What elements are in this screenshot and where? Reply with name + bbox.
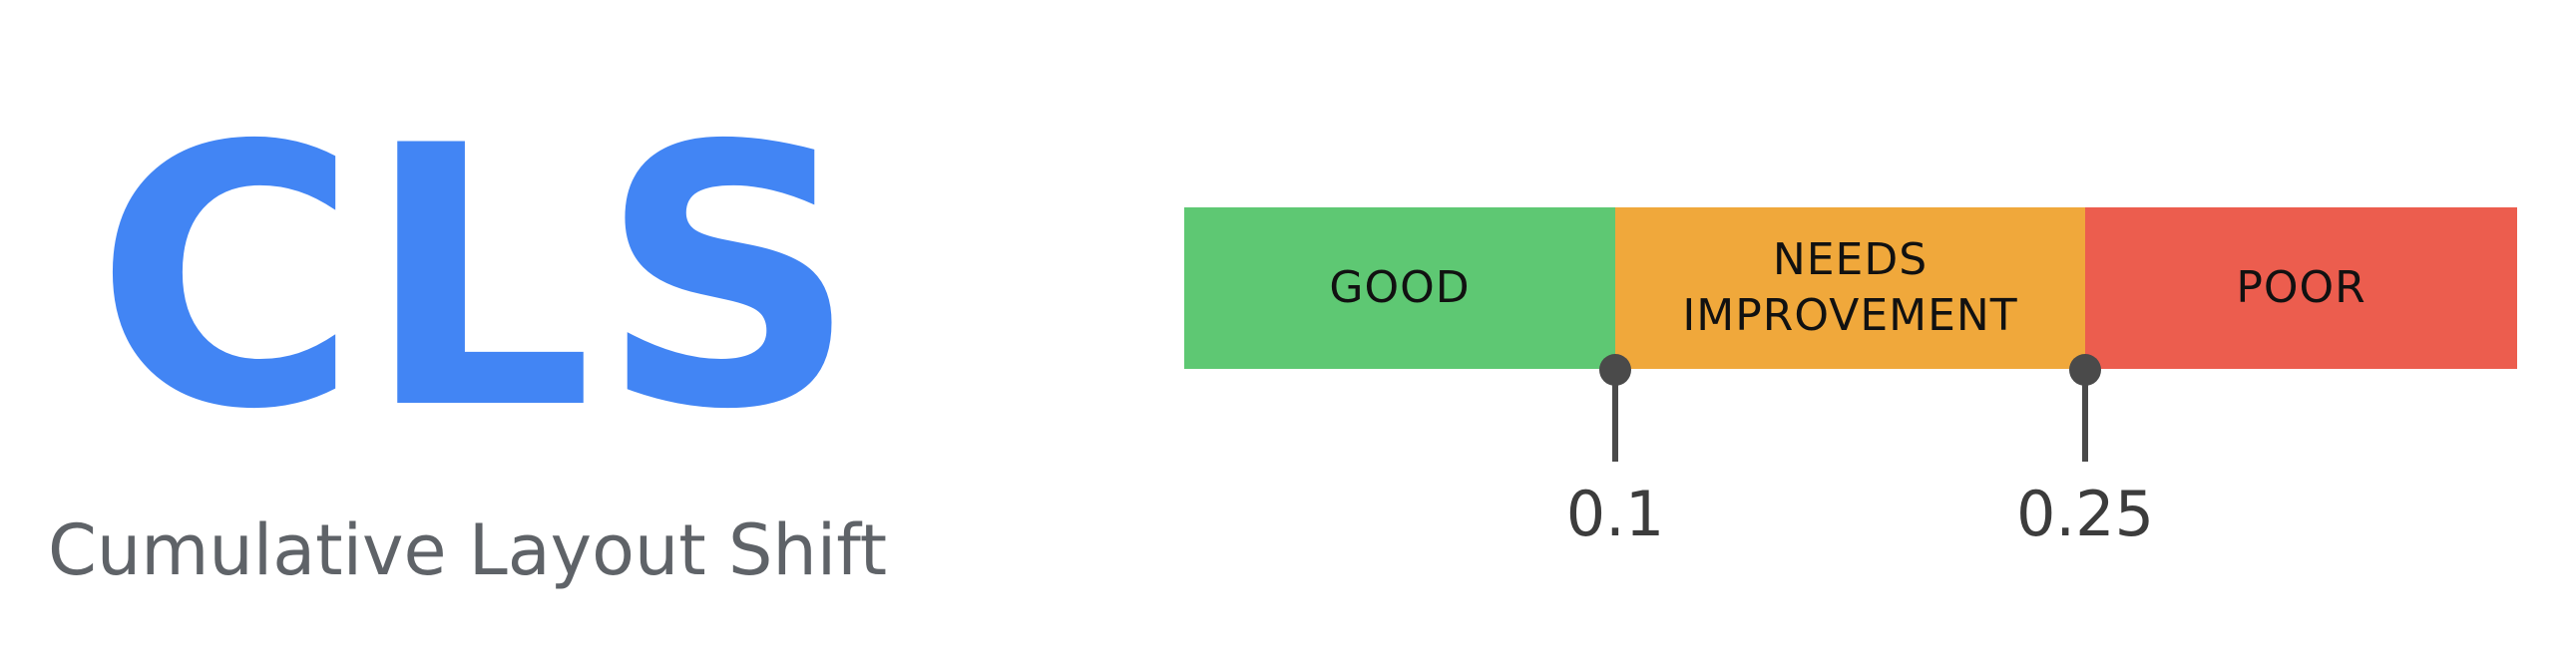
band-needs-improvement: NEEDS IMPROVEMENT	[1615, 207, 2085, 369]
threshold-marker-line-2	[2082, 372, 2088, 462]
threshold-label-0-1: 0.1	[1565, 478, 1665, 550]
threshold-scale-bar: GOOD NEEDS IMPROVEMENT POOR	[1184, 207, 2517, 369]
band-needs-improvement-label-line1: NEEDS	[1772, 234, 1929, 285]
metric-abbreviation: CLS	[95, 70, 864, 488]
band-needs-improvement-label-line2: IMPROVEMENT	[1682, 290, 2018, 341]
metric-name: Cumulative Layout Shift	[48, 509, 888, 591]
band-good-label: GOOD	[1329, 262, 1471, 313]
band-good: GOOD	[1184, 207, 1615, 369]
threshold-label-0-25: 0.25	[2015, 478, 2155, 550]
band-poor: POOR	[2085, 207, 2517, 369]
band-poor-label: POOR	[2236, 262, 2366, 313]
threshold-marker-line-1	[1612, 372, 1618, 462]
band-needs-improvement-label: NEEDS IMPROVEMENT	[1682, 232, 2017, 344]
